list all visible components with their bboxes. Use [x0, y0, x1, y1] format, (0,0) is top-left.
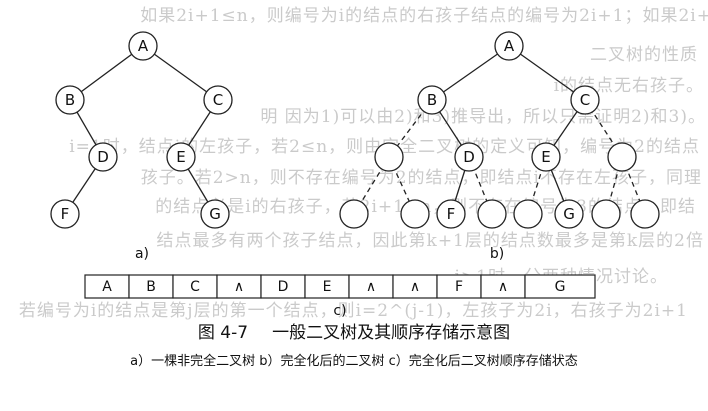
tree-node: D [454, 142, 484, 172]
virtual-node [400, 199, 430, 229]
tree-b: A B C D E F G b) [339, 31, 660, 262]
array-cell: A [84, 274, 130, 299]
tree-edge [142, 45, 219, 101]
node-label: G [209, 205, 221, 223]
bleed-through-text: 结点最多有两个孩子结点，因此第k+1层的结点数最多是第k层的2倍 [156, 231, 704, 251]
tree-node: D [88, 142, 118, 172]
node-label: B [427, 91, 437, 109]
virtual-node [339, 199, 369, 229]
cell-value: ∧ [410, 279, 420, 295]
bleed-through-text: 如果2i+1≤n，则编号为i的结点的右孩子结点的编号为2i+1；如果2i+ [140, 6, 708, 26]
array-cell: ∧ [216, 274, 262, 299]
tree-edge [508, 45, 586, 101]
node-label: D [463, 148, 475, 166]
cell-value: C [190, 279, 200, 295]
array-cell: C [172, 274, 218, 299]
node-label: C [580, 91, 590, 109]
storage-array: A B C ∧ D E ∧ ∧ F ∧ G c) [84, 274, 596, 319]
bleed-through-text: 若编号为i的结点是第j层的第一个结点，则i=2^(j-1)，左孩子为2i，右孩子… [18, 301, 688, 321]
tree-node: E [531, 142, 561, 172]
cell-value: ∧ [366, 279, 376, 295]
tree-edge [431, 45, 510, 101]
cell-value: E [323, 279, 332, 295]
array-cell: F [436, 274, 482, 299]
virtual-node [591, 199, 621, 229]
bleed-through-text: 二叉树的性质 [590, 45, 698, 65]
array-cell: ∧ [348, 274, 394, 299]
bleed-through-text: 明 因为1)可以由2)和3)推导出，所以只需证明2)和3)。 [260, 107, 706, 127]
tree-node: C [570, 85, 600, 115]
virtual-node [607, 142, 637, 172]
panel-label-b: b) [490, 246, 504, 262]
cell-value: F [455, 279, 463, 295]
tree-node: E [166, 142, 196, 172]
tree-node: G [554, 199, 584, 229]
virtual-node [513, 199, 543, 229]
cell-value: D [278, 279, 289, 295]
node-label: E [541, 148, 550, 166]
bleed-through-text: 孩子。若2>n，则不存在编号为2的结点，即结点i不存在左孩子，同理 [140, 168, 702, 188]
panel-label-c: c) [333, 303, 346, 319]
tree-node: F [436, 199, 466, 229]
node-label: C [213, 91, 223, 109]
node-label: B [65, 91, 75, 109]
tree-node: C [203, 85, 233, 115]
tree-node: A [128, 31, 158, 61]
array-cell: ∧ [480, 274, 526, 299]
figure-caption: 图 4-7 一般二叉树及其顺序存储示意图 [0, 318, 708, 343]
cell-value: B [146, 279, 156, 295]
node-label: F [61, 205, 70, 223]
tree-node: A [494, 31, 524, 61]
array-cell: ∧ [392, 274, 438, 299]
node-label: D [97, 148, 109, 166]
tree-a: A B C D E F G a) [50, 31, 233, 262]
array-cell: D [260, 274, 306, 299]
node-label: G [563, 205, 575, 223]
cell-value: ∧ [234, 279, 244, 295]
virtual-node [477, 199, 507, 229]
node-label: A [138, 37, 149, 55]
figure-number: 图 4-7 [197, 323, 249, 343]
node-label: A [504, 37, 515, 55]
tree-edge [69, 45, 144, 101]
tree-node: B [55, 85, 85, 115]
tree-node: B [417, 85, 447, 115]
array-cell: B [128, 274, 174, 299]
node-label: F [447, 205, 456, 223]
cell-value: G [555, 279, 566, 295]
cell-value: ∧ [498, 279, 508, 295]
figure-subcaption: a）一棵非完全二叉树 b）完全化后的二叉树 c）完全化后二叉树顺序存储状态 [130, 354, 578, 369]
virtual-node [374, 142, 404, 172]
tree-node: F [50, 199, 80, 229]
node-label: E [176, 148, 185, 166]
array-cell: E [304, 274, 350, 299]
panel-label-a: a) [135, 246, 149, 262]
tree-node: G [200, 199, 230, 229]
array-cell: G [524, 274, 596, 299]
virtual-node [630, 199, 660, 229]
cell-value: A [102, 279, 112, 295]
figure-title: 一般二叉树及其顺序存储示意图 [272, 323, 511, 343]
